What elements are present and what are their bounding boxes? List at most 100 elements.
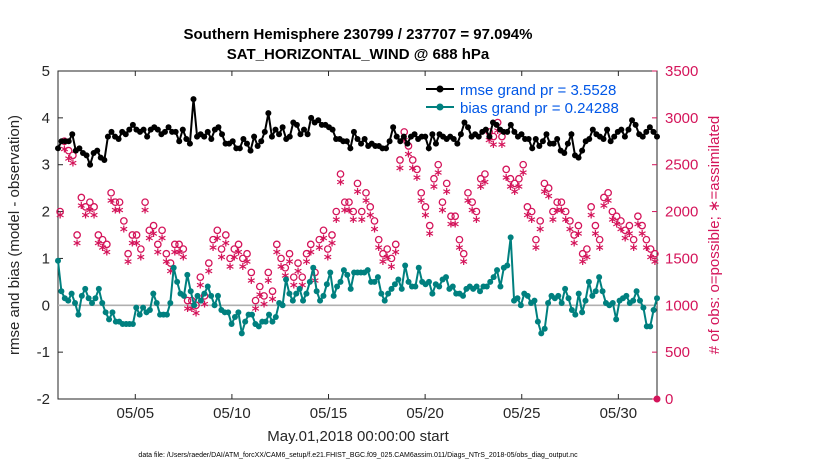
- bias-point: [92, 295, 99, 302]
- bias-point: [398, 285, 405, 292]
- y2-tick-label: 2000: [665, 204, 698, 221]
- assimilated-obs-marker: *: [273, 246, 281, 264]
- assimilated-obs-marker: *: [303, 255, 311, 273]
- assimilated-obs-marker: *: [349, 213, 357, 231]
- assimilated-obs-marker: *: [337, 175, 345, 193]
- possible-obs-marker: [323, 245, 332, 253]
- bias-point: [592, 288, 599, 295]
- y2-tick-label: 500: [665, 344, 690, 361]
- assimilated-obs-marker: *: [570, 236, 578, 254]
- possible-obs-marker: [166, 259, 175, 267]
- rmse-point: [493, 121, 500, 128]
- rmse-point: [279, 124, 286, 131]
- bias-line: [57, 237, 658, 336]
- possible-obs-marker: [268, 287, 277, 296]
- rmse-point: [144, 133, 151, 140]
- possible-obs-marker: [527, 207, 536, 216]
- y2-tick-label: 2500: [665, 157, 698, 174]
- possible-obs-marker: [289, 273, 298, 282]
- assimilated-obs-marker: *: [94, 236, 102, 254]
- y-tick-label: 0: [42, 297, 50, 314]
- assimilated-obs-marker: *: [591, 227, 599, 245]
- possible-obs-marker: [141, 198, 149, 207]
- bias-point: [340, 267, 347, 274]
- bias-point: [153, 299, 160, 306]
- possible-obs-marker: [532, 235, 540, 244]
- assimilated-obs-marker: *: [519, 166, 527, 184]
- possible-obs-marker: [600, 193, 608, 202]
- possible-obs-marker: [153, 240, 162, 249]
- possible-obs-marker: [557, 198, 566, 207]
- assimilated-obs-marker: *: [145, 232, 153, 250]
- assimilated-obs-marker: *: [405, 147, 413, 165]
- possible-obs-marker: [69, 151, 77, 160]
- rmse-point: [650, 128, 657, 135]
- rmse-point: [161, 128, 168, 135]
- possible-obs-marker: [230, 245, 239, 253]
- possible-obs-marker: [651, 249, 659, 258]
- possible-obs-marker: [481, 170, 489, 178]
- y-tick-label: 3: [42, 157, 50, 174]
- rmse-point: [654, 133, 660, 140]
- bias-point: [412, 283, 419, 290]
- possible-obs-marker: [73, 231, 81, 239]
- chart-subtitle: SAT_HORIZONTAL_WIND @ 688 hPa: [226, 46, 490, 63]
- bias-point: [303, 290, 310, 297]
- bias-point: [89, 299, 96, 306]
- assimilated-obs-marker: *: [583, 250, 591, 268]
- bias-point: [436, 283, 443, 290]
- assimilated-obs-marker: *: [124, 255, 132, 273]
- possible-obs-marker: [387, 254, 396, 263]
- possible-obs-marker: [413, 165, 421, 174]
- bias-point: [293, 290, 300, 297]
- bias-point: [497, 283, 504, 290]
- assimilated-obs-marker: *: [392, 246, 400, 264]
- assimilated-obs-marker: *: [540, 185, 548, 203]
- assimilated-obs-marker: *: [400, 133, 408, 151]
- bias-point: [238, 330, 245, 337]
- assimilated-obs-marker: *: [192, 307, 200, 325]
- assimilated-obs-marker: *: [328, 236, 336, 254]
- possible-obs-marker: [366, 203, 375, 211]
- rmse-point: [432, 140, 439, 147]
- assimilated-obs-marker: *: [477, 180, 485, 198]
- bias-point: [231, 314, 238, 320]
- bias-point: [517, 302, 524, 309]
- possible-obs-marker: [162, 249, 171, 258]
- rmse-point: [308, 114, 315, 121]
- assimilated-obs-marker: *: [447, 218, 455, 236]
- assimilated-obs-marker: *: [557, 204, 565, 222]
- bias-point: [538, 330, 545, 337]
- rmse-point: [643, 128, 650, 135]
- rmse-point: [179, 126, 186, 133]
- possible-obs-marker: [595, 235, 604, 244]
- assimilated-obs-marker: *: [388, 260, 396, 278]
- bias-point: [228, 321, 235, 328]
- bias-point: [211, 302, 218, 309]
- possible-obs-marker: [90, 203, 98, 211]
- possible-obs-marker: [336, 170, 345, 178]
- rmse-point: [507, 121, 514, 128]
- rmse-point: [393, 133, 400, 140]
- possible-obs-marker: [306, 240, 315, 249]
- rmse-point: [586, 135, 593, 142]
- assimilated-obs-marker: *: [396, 161, 404, 179]
- assimilated-obs-marker: *: [490, 138, 498, 156]
- bias-point: [327, 269, 334, 276]
- bias-point: [174, 278, 181, 285]
- assimilated-obs-marker: *: [507, 180, 515, 198]
- assimilated-obs-marker: *: [545, 190, 553, 208]
- possible-obs-marker: [357, 207, 366, 216]
- bias-point: [317, 297, 324, 304]
- bias-point: [460, 292, 467, 299]
- rmse-point: [400, 133, 407, 140]
- assimilated-obs-marker: *: [651, 255, 659, 273]
- possible-obs-marker: [115, 198, 124, 207]
- x-tick-label: 05/15: [310, 405, 348, 422]
- bias-point: [415, 264, 422, 271]
- assimilated-obs-marker: *: [82, 208, 90, 226]
- bias-point: [449, 283, 456, 290]
- possible-obs-marker: [272, 240, 281, 249]
- rmse-point: [140, 126, 147, 133]
- rmse-point: [632, 121, 639, 128]
